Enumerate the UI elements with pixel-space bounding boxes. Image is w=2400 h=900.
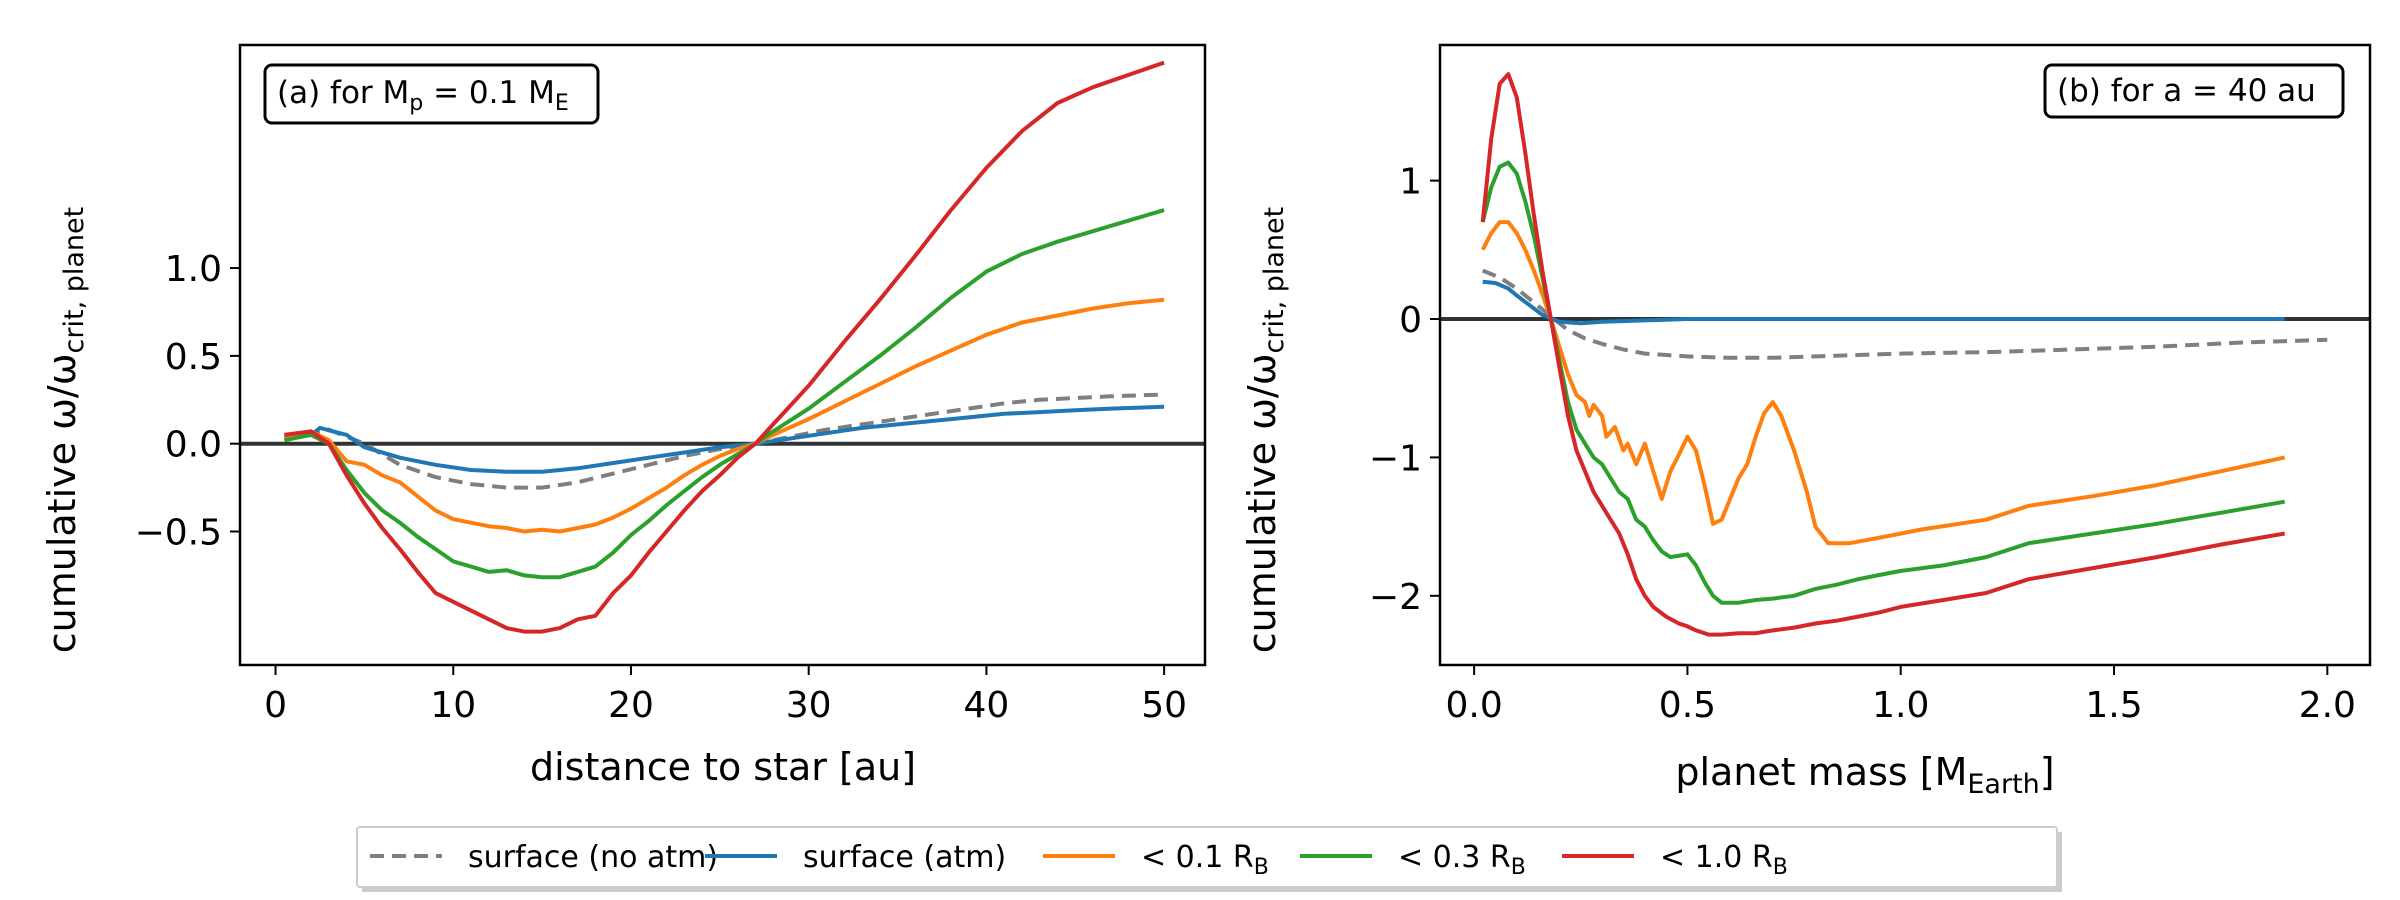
panel-b-x-tick-label: 1.0	[1872, 685, 1929, 726]
legend-label: < 1.0 RB	[1660, 840, 1788, 880]
legend-item: < 1.0 RB	[1562, 840, 1788, 880]
panel-a-y-tick-label: 0.5	[165, 337, 222, 378]
panel-b-x-axis-label: planet mass [MEarth]	[1675, 750, 2054, 800]
svg-text:(a) for Mp = 0.1 ME: (a) for Mp = 0.1 ME	[277, 75, 569, 116]
legend-label: < 0.1 RB	[1141, 840, 1269, 880]
panel-b-y-tick-label: −2	[1369, 577, 1422, 618]
panel-a-y-tick-label: 0.0	[165, 425, 222, 466]
panel-a-y-axis-label-main: cumulative ω/ω	[40, 353, 84, 653]
panel-a-x-tick-label: 50	[1141, 685, 1187, 726]
panel-a-x-tick-label: 40	[964, 685, 1010, 726]
panel-b-series-line-1	[1481, 268, 2328, 360]
panel-a-annotation: (a) for Mp = 0.1 ME	[263, 63, 600, 125]
panel-a-y-tick-label: −0.5	[135, 513, 222, 554]
panel-b-x-axis-label-main: planet mass [M	[1675, 750, 1967, 794]
panel-b-y-tick-label: 1	[1399, 162, 1422, 203]
panel-a-x-tick-label: 10	[430, 685, 476, 726]
legend-item: surface (atm)	[705, 840, 1006, 875]
svg-text:(b) for a = 40 au: (b) for a = 40 au	[2057, 73, 2316, 109]
panel-a-x-tick-label: 30	[786, 685, 832, 726]
legend-item: surface (no atm)	[370, 840, 718, 875]
panel-b-y-axis-label-main: cumulative ω/ω	[1240, 353, 1284, 653]
panel-a-chart: cumulative ω/ωcrit, planet distance to s…	[40, 43, 1207, 789]
panel-a-series-line-1	[284, 392, 1165, 490]
panel-b-series-line-5	[1480, 72, 2286, 637]
panel-b-x-axis-label-tail: ]	[2040, 750, 2055, 794]
panel-a-y-axis-label-sub: crit, planet	[59, 207, 90, 354]
legend-label: < 0.3 RB	[1398, 840, 1526, 880]
panel-b-annotation: (b) for a = 40 au	[2043, 63, 2345, 119]
panel-a-x-tick-label: 0	[264, 685, 287, 726]
panel-b-series-line-2	[1482, 279, 2285, 326]
panel-b-x-tick-label: 0.5	[1659, 685, 1716, 726]
legend-item: < 0.1 RB	[1043, 840, 1269, 880]
panel-b-x-axis-label-sub: Earth	[1967, 769, 2039, 800]
panel-a-series-line-5	[284, 60, 1165, 634]
panel-b-x-tick-label: 1.5	[2085, 685, 2142, 726]
panel-a-series-line-4	[284, 208, 1165, 580]
panel-b-y-tick-label: −1	[1369, 438, 1422, 479]
panel-b-y-axis-label: cumulative ω/ωcrit, planet	[1240, 207, 1290, 653]
panel-a-series-line-2	[284, 404, 1165, 474]
panel-b-y-tick-label: 0	[1399, 300, 1422, 341]
panel-b-x-tick-label: 0.0	[1445, 685, 1502, 726]
panel-a-y-tick-label: 1.0	[165, 249, 222, 290]
legend-label: surface (atm)	[803, 840, 1006, 875]
legend-label: surface (no atm)	[468, 840, 718, 875]
panel-a-series-line-3	[283, 297, 1165, 534]
panel-b-plot-frame	[1438, 43, 2372, 667]
panel-a-y-axis-label: cumulative ω/ωcrit, planet	[40, 207, 90, 653]
panel-b-y-axis-label-sub: crit, planet	[1259, 207, 1290, 354]
panel-a-x-tick-label: 20	[608, 685, 654, 726]
legend: surface (no atm) surface (atm) < 0.1 RB < 0…	[356, 826, 2062, 892]
legend-item: < 0.3 RB	[1300, 840, 1526, 880]
panel-b-chart: cumulative ω/ωcrit, planet planet mass […	[1240, 43, 2372, 800]
legend-box	[356, 826, 2058, 888]
panel-a-x-axis-label: distance to star [au]	[530, 745, 916, 789]
panel-b-x-tick-label: 2.0	[2299, 685, 2356, 726]
